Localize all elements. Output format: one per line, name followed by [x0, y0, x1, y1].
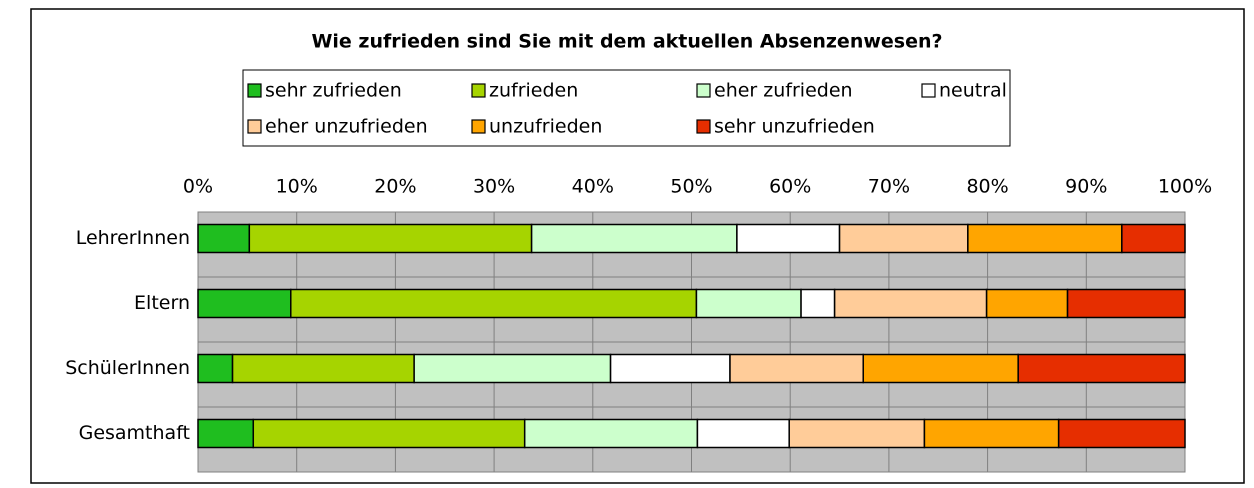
bar-segment: [788, 418, 926, 449]
bar-segment: [609, 353, 731, 384]
legend-swatch: [696, 119, 711, 134]
bar-segment: [862, 353, 1019, 384]
legend-swatch: [471, 119, 486, 134]
bar-segment: [729, 353, 864, 384]
bar-segment: [290, 288, 698, 319]
bar-segment: [800, 288, 836, 319]
x-tick-label: 80%: [966, 176, 1008, 198]
x-tick-label: 40%: [572, 176, 614, 198]
y-tick-label: Eltern: [134, 292, 190, 314]
legend-swatch: [471, 83, 486, 98]
bar-segment: [833, 288, 988, 319]
bar-segment: [923, 418, 1060, 449]
bar-segment: [523, 418, 699, 449]
bar-segment: [838, 223, 969, 254]
legend-swatch: [247, 119, 262, 134]
x-tick-label: 30%: [473, 176, 515, 198]
bar-segment: [248, 223, 533, 254]
x-tick-label: 100%: [1158, 176, 1212, 198]
bar-segment: [231, 353, 415, 384]
x-tick-label: 20%: [374, 176, 416, 198]
bar-segment: [1057, 418, 1186, 449]
bar-segment: [197, 418, 255, 449]
x-tick-label: 10%: [276, 176, 318, 198]
bar-segment: [252, 418, 526, 449]
x-tick-label: 70%: [868, 176, 910, 198]
legend-box: [242, 69, 1011, 147]
y-tick-label: SchülerInnen: [65, 357, 190, 379]
legend-swatch: [921, 83, 936, 98]
bar-segment: [1017, 353, 1186, 384]
bar-segment: [736, 223, 841, 254]
legend-label: eher zufrieden: [714, 80, 853, 102]
bar-segment: [197, 353, 234, 384]
bar-segment: [1066, 288, 1186, 319]
bar-segment: [1121, 223, 1186, 254]
bar-segment: [985, 288, 1069, 319]
legend-label: neutral: [939, 80, 1007, 102]
bar-segment: [696, 418, 790, 449]
x-tick-label: 0%: [183, 176, 213, 198]
bar-segment: [413, 353, 612, 384]
chart-title: Wie zufrieden sind Sie mit dem aktuellen…: [311, 31, 942, 53]
x-tick-label: 90%: [1065, 176, 1107, 198]
y-tick-label: Gesamthaft: [79, 422, 190, 444]
x-tick-label: 50%: [670, 176, 712, 198]
legend-swatch: [247, 83, 262, 98]
legend-label: eher unzufrieden: [265, 116, 428, 138]
bar-segment: [197, 223, 251, 254]
legend-label: unzufrieden: [489, 116, 602, 138]
x-tick-label: 60%: [769, 176, 811, 198]
y-tick-label: LehrerInnen: [76, 227, 190, 249]
bar-segment: [530, 223, 738, 254]
legend-label: sehr unzufrieden: [714, 116, 875, 138]
bar-segment: [967, 223, 1123, 254]
bar-segment: [695, 288, 802, 319]
legend-label: sehr zufrieden: [265, 80, 402, 102]
legend-label: zufrieden: [489, 80, 578, 102]
legend-swatch: [696, 83, 711, 98]
bar-segment: [197, 288, 292, 319]
